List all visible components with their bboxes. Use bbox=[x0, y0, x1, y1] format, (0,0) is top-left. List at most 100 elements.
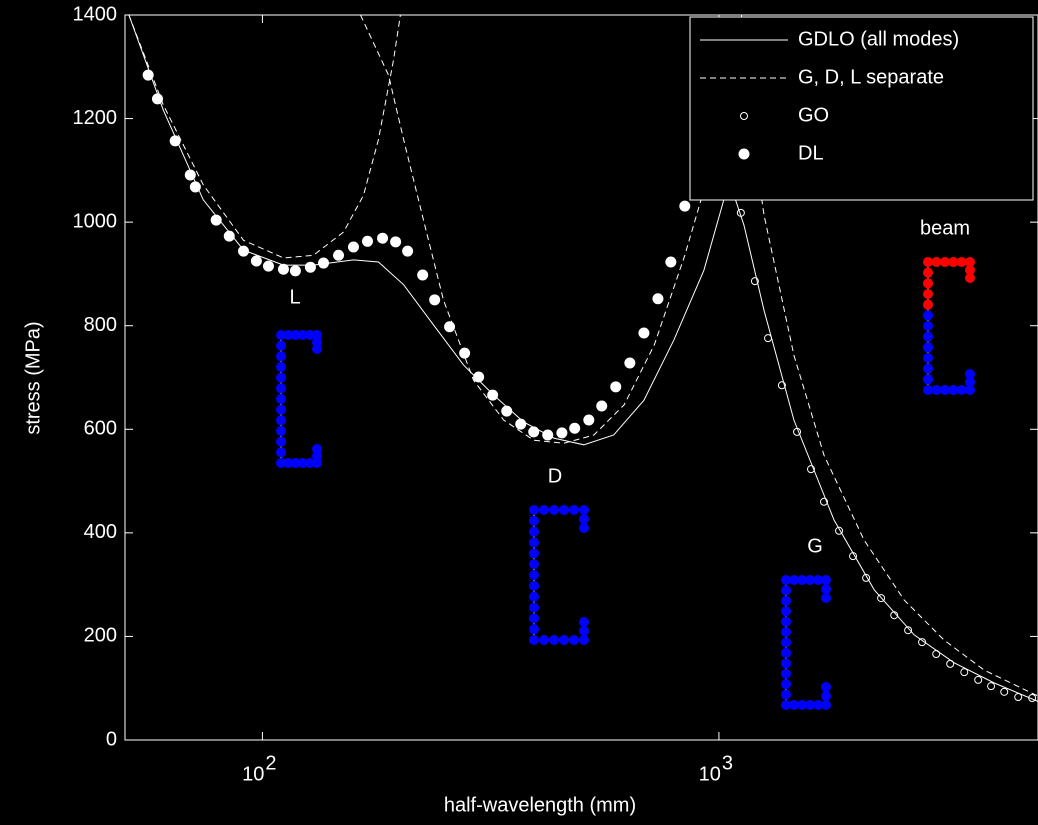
section-node bbox=[923, 374, 933, 385]
section-node bbox=[283, 458, 294, 468]
section-node bbox=[579, 635, 589, 645]
data-point bbox=[377, 232, 389, 244]
data-point bbox=[793, 427, 802, 436]
data-point bbox=[429, 294, 441, 306]
section-node bbox=[813, 575, 823, 585]
section-node bbox=[923, 385, 933, 395]
data-point bbox=[932, 650, 941, 659]
section-node bbox=[276, 351, 286, 362]
data-point bbox=[515, 418, 527, 430]
data-point bbox=[347, 241, 359, 253]
data-point bbox=[750, 277, 759, 286]
section-node bbox=[805, 700, 815, 710]
section-outline bbox=[785, 579, 827, 706]
data-point bbox=[652, 293, 664, 305]
section-node bbox=[297, 458, 308, 468]
section-node bbox=[276, 362, 286, 372]
plot-area bbox=[128, 15, 1038, 703]
data-point bbox=[764, 334, 773, 343]
section-node bbox=[529, 613, 539, 624]
data-point bbox=[918, 638, 927, 647]
section-node bbox=[569, 635, 579, 645]
mode-shapes bbox=[276, 257, 975, 710]
section-node bbox=[276, 436, 286, 447]
section-node bbox=[821, 682, 831, 692]
data-point bbox=[184, 169, 196, 181]
section-node bbox=[579, 514, 589, 524]
section-node bbox=[312, 444, 322, 454]
y-tick-label: 600 bbox=[84, 418, 117, 440]
section-node bbox=[948, 385, 959, 395]
section-node bbox=[283, 330, 294, 340]
data-point bbox=[849, 552, 858, 561]
legend-label: GO bbox=[798, 104, 829, 126]
data-point bbox=[638, 327, 650, 339]
section-node bbox=[529, 570, 539, 580]
data-point bbox=[169, 135, 181, 147]
section-node bbox=[312, 451, 322, 461]
section-node bbox=[781, 700, 791, 710]
section-node bbox=[813, 700, 823, 710]
data-point bbox=[501, 405, 513, 417]
data-point bbox=[806, 465, 815, 474]
legend-label: G, D, L separate bbox=[798, 66, 944, 88]
section-node bbox=[923, 289, 933, 299]
data-point bbox=[210, 214, 222, 226]
data-point bbox=[987, 682, 996, 691]
section-node bbox=[797, 575, 807, 585]
section-node bbox=[781, 575, 791, 585]
section-node bbox=[529, 548, 539, 559]
section-node bbox=[529, 559, 539, 570]
section-node bbox=[781, 606, 791, 617]
x-axis-label: half-wavelength (mm) bbox=[444, 794, 636, 816]
legend-box bbox=[689, 16, 1034, 201]
data-point bbox=[665, 256, 677, 268]
data-point bbox=[223, 230, 235, 242]
legend-label: GDLO (all modes) bbox=[798, 28, 959, 50]
data-point bbox=[528, 426, 540, 438]
y-tick-label: 1000 bbox=[73, 210, 118, 232]
data-point bbox=[862, 573, 871, 582]
legend-label: DL bbox=[798, 142, 824, 164]
section-node bbox=[297, 330, 308, 340]
section-node bbox=[923, 257, 933, 267]
section-node bbox=[529, 624, 539, 635]
section-node bbox=[781, 689, 791, 700]
section-node bbox=[276, 394, 286, 404]
section-node bbox=[304, 330, 315, 340]
section-node bbox=[559, 505, 569, 515]
data-point bbox=[1000, 687, 1009, 696]
section-node bbox=[948, 257, 959, 267]
section-node bbox=[797, 700, 807, 710]
data-point bbox=[820, 497, 829, 506]
section-node bbox=[923, 310, 933, 321]
section-node bbox=[965, 377, 975, 387]
data-point bbox=[960, 668, 969, 677]
section-node bbox=[965, 385, 975, 395]
section-node bbox=[529, 526, 539, 537]
data-point bbox=[362, 235, 374, 247]
section-node bbox=[529, 635, 539, 645]
y-tick-label: 1400 bbox=[73, 3, 118, 25]
section-node bbox=[549, 505, 559, 515]
data-point bbox=[142, 69, 154, 81]
section-node bbox=[805, 575, 815, 585]
section-node bbox=[290, 458, 301, 468]
data-point bbox=[946, 659, 955, 668]
section-node bbox=[939, 385, 950, 395]
section-outline bbox=[280, 334, 318, 464]
x-tick-exponent: 2 bbox=[265, 752, 276, 774]
data-point bbox=[444, 321, 456, 333]
y-tick-label: 400 bbox=[84, 521, 117, 543]
data-point bbox=[569, 422, 581, 434]
section-node bbox=[789, 575, 799, 585]
data-point bbox=[624, 357, 636, 369]
section-node bbox=[276, 383, 286, 394]
data-point bbox=[556, 427, 568, 439]
data-point bbox=[777, 381, 786, 390]
data-point bbox=[473, 371, 485, 383]
section-node bbox=[956, 385, 967, 395]
section-node bbox=[923, 331, 933, 342]
